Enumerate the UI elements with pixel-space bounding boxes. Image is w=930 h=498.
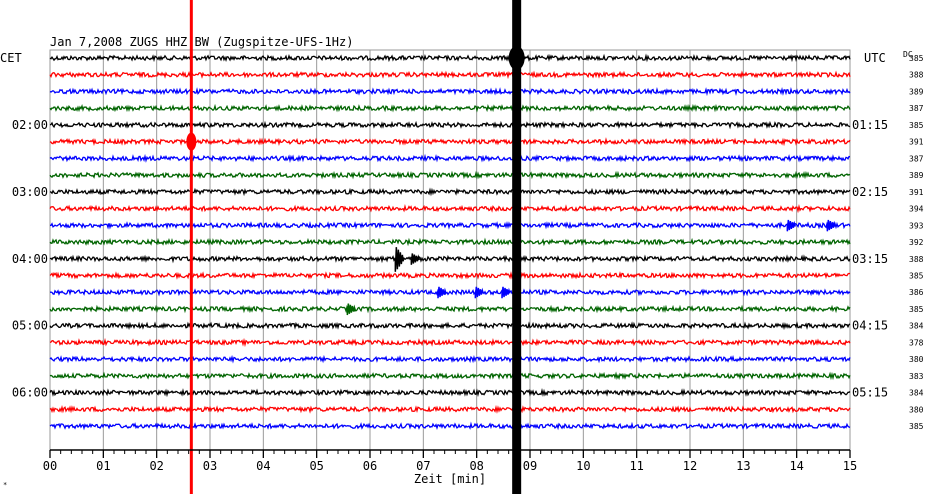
left-hour-label: 04:00	[12, 252, 48, 266]
event-burst-6	[786, 219, 797, 232]
dc-value-row-18: 380	[909, 355, 924, 364]
dc-value-row-21: 380	[909, 405, 924, 414]
trace-row-17	[49, 337, 851, 348]
trace-row-7	[49, 170, 851, 180]
trace-row-16	[49, 321, 851, 331]
x-tick-label-01: 01	[96, 459, 110, 473]
trace-row-14	[49, 288, 851, 297]
left-timezone-label: CET	[0, 51, 22, 65]
corner-mark: *	[3, 481, 7, 489]
right-hour-label: 05:15	[852, 386, 888, 400]
x-tick-label-08: 08	[469, 459, 483, 473]
x-tick-label-14: 14	[789, 459, 803, 473]
marker-blob-black	[508, 46, 525, 70]
right-hour-label: 04:15	[852, 319, 888, 333]
event-burst-5	[346, 303, 357, 316]
trace-row-5	[49, 137, 851, 147]
trace-row-13	[49, 271, 851, 280]
dc-value-row-15: 385	[909, 305, 924, 314]
x-tick-label-12: 12	[683, 459, 697, 473]
chart-title: Jan 7,2008 ZUGS HHZ BW (Zugspitze-UFS-1H…	[50, 35, 353, 49]
dc-value-row-17: 378	[909, 338, 924, 347]
dc-label: DC	[903, 50, 913, 59]
trace-row-4	[49, 120, 851, 130]
dc-value-row-10: 393	[909, 221, 924, 230]
left-hour-label: 06:00	[12, 386, 48, 400]
x-tick-label-09: 09	[523, 459, 537, 473]
dc-value-row-20: 384	[909, 389, 924, 398]
x-tick-label-05: 05	[309, 459, 323, 473]
right-hour-label: 01:15	[852, 118, 888, 132]
trace-row-8	[49, 187, 851, 197]
trace-row-11	[49, 237, 851, 247]
dc-value-row-9: 394	[909, 205, 924, 214]
dc-value-row-7: 389	[909, 171, 924, 180]
event-burst-2	[437, 286, 447, 299]
dc-value-row-19: 383	[909, 372, 924, 381]
dc-value-row-0: 385	[909, 54, 924, 63]
event-burst-3	[474, 286, 485, 299]
dc-value-row-5: 391	[909, 138, 924, 147]
x-tick-label-06: 06	[363, 459, 377, 473]
trace-row-19	[49, 371, 851, 381]
dc-value-row-3: 387	[909, 104, 924, 113]
dc-value-row-4: 385	[909, 121, 924, 130]
left-hour-label: 05:00	[12, 319, 48, 333]
dc-value-row-2: 389	[909, 87, 924, 96]
trace-row-0	[49, 53, 851, 63]
x-tick-label-15: 15	[843, 459, 857, 473]
event-burst-7	[826, 219, 837, 232]
event-burst-0	[394, 247, 405, 272]
trace-row-1	[49, 70, 851, 80]
right-timezone-label: UTC	[864, 51, 886, 65]
x-tick-label-13: 13	[736, 459, 750, 473]
trace-row-12	[49, 254, 851, 264]
dc-value-row-12: 388	[909, 255, 924, 264]
left-hour-label: 02:00	[12, 118, 48, 132]
dc-value-row-8: 391	[909, 188, 924, 197]
trace-row-2	[49, 86, 851, 97]
right-hour-label: 02:15	[852, 185, 888, 199]
x-tick-label-07: 07	[416, 459, 430, 473]
x-tick-label-11: 11	[629, 459, 643, 473]
dc-value-row-13: 385	[909, 271, 924, 280]
dc-value-row-11: 392	[909, 238, 924, 247]
trace-row-6	[49, 153, 851, 163]
dc-value-row-22: 385	[909, 422, 924, 431]
right-hour-label: 03:15	[852, 252, 888, 266]
x-axis-label: Zeit [min]	[414, 472, 486, 486]
trace-row-22	[49, 421, 851, 431]
trace-row-9	[49, 203, 851, 214]
x-tick-label-03: 03	[203, 459, 217, 473]
event-burst-4	[501, 286, 511, 299]
trace-row-18	[49, 354, 851, 364]
dc-value-row-14: 386	[909, 288, 924, 297]
trace-row-10	[49, 220, 851, 230]
dc-value-row-16: 384	[909, 322, 924, 331]
trace-row-21	[49, 404, 851, 414]
trace-row-20	[49, 388, 851, 398]
marker-blob-red	[186, 132, 197, 151]
x-tick-label-02: 02	[149, 459, 163, 473]
trace-row-15	[49, 304, 851, 314]
x-tick-label-00: 00	[43, 459, 57, 473]
dc-value-row-6: 387	[909, 154, 924, 163]
left-hour-label: 03:00	[12, 185, 48, 199]
x-tick-label-04: 04	[256, 459, 270, 473]
dc-value-row-1: 388	[909, 71, 924, 80]
event-burst-1	[410, 253, 421, 265]
trace-row-3	[49, 103, 851, 113]
x-tick-label-10: 10	[576, 459, 590, 473]
